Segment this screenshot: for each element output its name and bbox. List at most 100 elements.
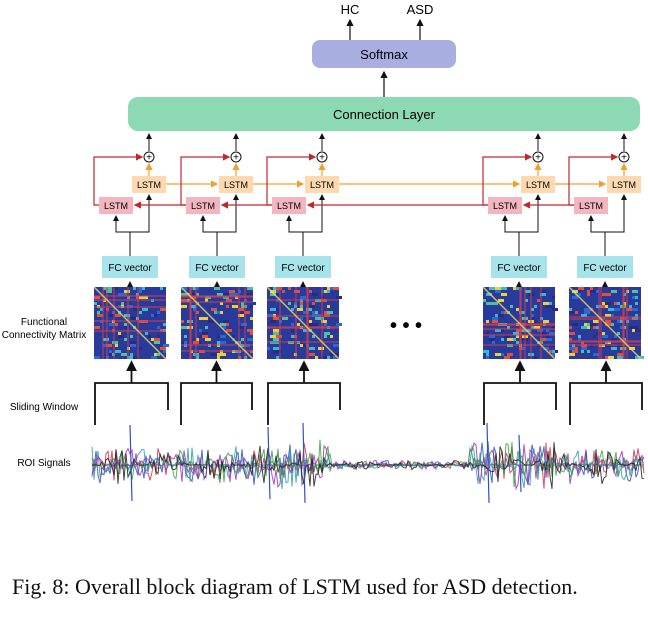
fc-matrix-cell [181,320,184,323]
fc-matrix-cell [247,287,253,290]
fc-matrix-cell [632,296,635,299]
fc-matrix-cell [133,356,139,359]
fc-matrix-cell [124,323,127,326]
figure-caption: Fig. 8: Overall block diagram of LSTM us… [12,574,578,599]
fc-matrix-row-label-line1: Functional [21,317,67,328]
fc-matrix-cell [97,350,100,353]
fc-matrix-cell [217,293,223,296]
fc-matrix-cell [282,290,285,293]
fc-matrix-cell [534,326,540,329]
fc-matrix-cell [226,293,229,296]
fc-matrix-cell [537,299,540,302]
fc-matrix-cell [226,305,229,308]
roi-signal-trace [91,442,645,489]
fc-matrix-cell [220,302,223,305]
fc-matrix-cell [605,323,611,326]
fc-matrix-cell [100,308,103,311]
fc-matrix-cell [241,305,247,308]
fc-matrix-cell [184,341,187,344]
fc-matrix-cell [590,293,596,296]
roi-signal-spike [267,426,271,500]
fc-matrix-cell [581,347,587,350]
fc-matrix-cell [154,353,157,356]
fc-matrix-cell [578,338,581,341]
softmax-box [312,40,456,68]
fc-matrix-cell [157,353,160,356]
fc-matrix-cell [611,323,614,326]
sum-node [316,151,328,163]
sliding-window-bracket [180,382,253,425]
fc-matrix-cell [270,308,276,311]
lstm-column-4: FC vector LSTM LSTM + [482,133,607,360]
fc-matrix-cell [106,344,112,347]
fc-matrix-cell [321,320,327,323]
fc-matrix-cell [109,314,115,317]
fc-matrix-cell [160,347,166,350]
fc-matrix-cell [507,338,513,341]
fc-matrix-cell [160,287,163,290]
arrow-forward-to-sum [93,153,144,206]
fc-matrix-cell [270,290,276,293]
fc-matrix-cell [486,320,489,323]
fc-matrix-cell [247,338,253,341]
fc-matrix-cell [593,329,599,332]
fc-matrix-cell [336,323,342,326]
fc-matrix-cell [324,290,327,293]
lstm-column-2: FC vector LSTM LSTM + [180,133,305,360]
fc-matrix-cell [181,326,187,329]
fc-matrix-cell [318,317,324,320]
fc-matrix-cell [498,341,504,344]
fc-matrix-cell [584,323,587,326]
fc-matrix-cell [318,347,324,350]
fc-matrix-cell [584,311,590,314]
fc-matrix-cell [513,338,516,341]
fc-matrix-cell [232,305,238,308]
fc-matrix-cell [94,356,100,359]
fc-matrix-cell [229,293,235,296]
fc-matrix-cell [223,347,226,350]
fc-matrix-cell [324,311,327,314]
fc-matrix-cell [250,305,253,308]
fc-matrix-cell [602,335,608,338]
fc-matrix-cell [602,332,605,335]
fc-matrix-cell [593,353,599,356]
sliding-window-bracket [569,382,643,425]
fc-matrix-cell [605,302,611,305]
fc-matrix-cell [549,302,552,305]
fc-matrix-cell [614,308,620,311]
fc-matrix-cell [187,299,190,302]
fc-matrix-cell [543,302,549,305]
fc-matrix-cell [546,311,549,314]
fc-matrix-cell [605,314,611,317]
fc-matrix-cell [250,317,253,320]
fc-matrix-cell [220,341,226,344]
fc-matrix-cell [504,356,510,359]
lstm-forward-label: LSTM [104,201,128,211]
fc-matrix-cell [181,341,184,344]
fc-matrix-cell [513,332,519,335]
fc-matrix-cell [581,326,587,329]
fc-matrix-cell [617,302,620,305]
fc-matrix-cell [540,338,546,341]
fc-matrix-cell [145,332,148,335]
fc-matrix-cell [94,326,100,329]
fc-matrix-cell [525,299,528,302]
fc-matrix-diagonal [482,286,556,360]
fc-matrix-cell [247,293,253,296]
fc-matrix-cell [543,347,549,350]
fc-matrix-cell [267,347,270,350]
fc-matrix-cell [279,329,285,332]
fc-matrix-diagonal [568,286,642,360]
arrow-forward-to-sum [568,153,619,206]
sliding-window-bracket [267,382,341,425]
fc-matrix-cell [569,332,575,335]
lstm-backward-label: LSTM [224,180,248,190]
arrow-forward-to-sum [180,153,231,206]
fc-matrix-cell [303,344,306,347]
fc-matrix-cell [118,293,124,296]
fc-matrix-cell [611,338,617,341]
fc-matrix-cell [327,311,333,314]
fc-matrix-cell [217,341,220,344]
sliding-window-bracket [483,382,557,425]
